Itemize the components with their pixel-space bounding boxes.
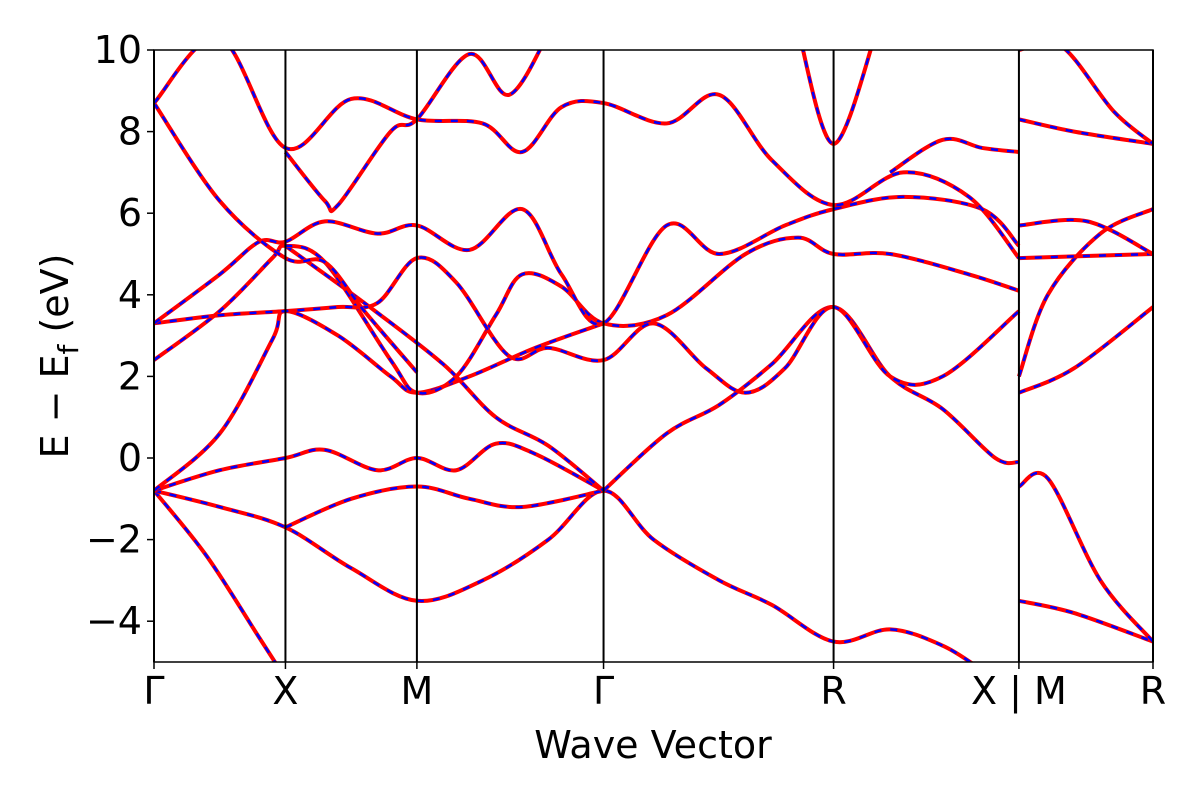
band-line xyxy=(1018,50,1153,146)
x-tick-label: R xyxy=(820,669,846,713)
y-tick-label: 10 xyxy=(94,28,142,72)
band-line-dashed xyxy=(889,137,1020,174)
band-line-dashed xyxy=(154,441,605,492)
band-line-dashed xyxy=(1018,471,1153,643)
band-line-dashed xyxy=(284,485,604,529)
y-tick-label: 0 xyxy=(118,436,142,480)
y-tick-label: −4 xyxy=(86,599,142,643)
y-tick-label: −2 xyxy=(86,518,142,562)
y-tick-label: 2 xyxy=(118,354,142,398)
band-line xyxy=(1017,207,1153,378)
band-line xyxy=(1018,598,1153,644)
y-label-unit: (eV) xyxy=(33,254,77,345)
band-line-dashed xyxy=(154,195,1020,326)
y-label-sub: f xyxy=(52,343,85,354)
band-line xyxy=(154,194,1021,327)
band-line-dashed xyxy=(1018,218,1153,256)
band-line-dashed xyxy=(602,305,1020,492)
band-line xyxy=(154,488,974,662)
band-line-dashed xyxy=(284,244,605,492)
y-label-main: E − E xyxy=(33,354,77,458)
x-tick-label: M xyxy=(400,669,433,713)
band-line xyxy=(154,101,419,374)
x-tick-label: Γ xyxy=(143,669,164,713)
band-line-dashed xyxy=(154,309,604,492)
band-line xyxy=(1018,305,1153,395)
axes: Γ X M Γ R X | M R −4 −2 0 2 4 6 8 10 xyxy=(86,28,1166,714)
band-line xyxy=(154,309,605,493)
band-line-dashed xyxy=(154,50,1020,259)
band-line xyxy=(801,50,873,146)
y-tick-label: 8 xyxy=(118,110,142,154)
x-tick-label: Γ xyxy=(593,669,614,713)
band-line-dashed xyxy=(1018,50,1153,145)
x-tick-label: R xyxy=(1140,669,1166,713)
y-axis-label: E − Ef (eV) xyxy=(33,254,85,459)
band-line xyxy=(284,484,604,530)
band-line xyxy=(154,255,1021,395)
x-tick-label: X xyxy=(272,669,298,713)
band-line-dashed xyxy=(154,256,1020,394)
y-tick-label: 4 xyxy=(118,273,142,317)
band-line-dashed xyxy=(1017,207,1153,377)
band-line-dashed xyxy=(1018,306,1153,394)
x-axis-label: Wave Vector xyxy=(534,723,772,767)
band-line xyxy=(889,136,1020,175)
band-line-dashed xyxy=(284,50,542,213)
band-line-dashed xyxy=(801,50,872,146)
x-tick-label: X | M xyxy=(971,669,1067,714)
band-line xyxy=(1018,117,1153,146)
band-line xyxy=(154,441,605,493)
bands xyxy=(154,50,1153,662)
band-line-dashed xyxy=(154,489,277,662)
band-line xyxy=(602,305,1020,493)
y-tick-label: 6 xyxy=(118,191,142,235)
band-line-dashed xyxy=(154,489,973,662)
band-line-dashed xyxy=(1018,252,1153,260)
band-line-dashed xyxy=(1018,118,1153,146)
